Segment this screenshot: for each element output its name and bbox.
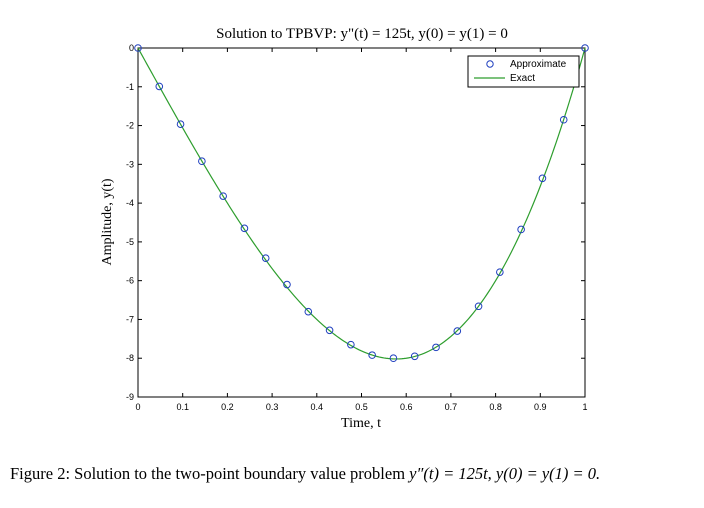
approximate-point: [474, 302, 483, 311]
approximate-point: [517, 225, 525, 234]
caption-text: Figure 2: Solution to the two-point boun…: [10, 464, 410, 483]
y-tick-label: -3: [126, 159, 134, 169]
approximate-point: [240, 224, 249, 233]
approximate-point: [261, 254, 270, 262]
exact-series: [137, 47, 586, 360]
y-tick-label: -2: [126, 121, 134, 131]
x-tick-label: 0.5: [355, 402, 368, 412]
axis-ticks: 0 0.1 0.2 0.3 0.4 0.5 0.6 0.7 0.8 0.9 1 0 -1 -2 -3 -4 -5…: [126, 43, 588, 412]
approximate-point: [368, 351, 376, 359]
plot-area-frame: [137, 47, 586, 398]
approximate-point: [325, 326, 334, 335]
approximate-point: [283, 280, 291, 289]
approximate-point: [496, 268, 504, 276]
approximate-point: [581, 44, 589, 52]
x-tick-label: 0.6: [400, 402, 413, 412]
y-tick-label: -4: [126, 198, 134, 208]
chart-title: Solution to TPBVP: y"(t) = 125t, y(0) = …: [216, 26, 508, 42]
x-tick-label: 0.2: [221, 402, 234, 412]
approximate-point: [432, 343, 440, 352]
approximate-point: [304, 307, 313, 316]
x-tick-label: 0.7: [445, 402, 458, 412]
approximate-point: [347, 340, 355, 349]
approximate-point: [389, 354, 398, 363]
y-tick-label: -8: [126, 353, 134, 363]
caption-equation: y″(t) = 125t, y(0) = y(1) = 0.: [409, 464, 601, 483]
x-tick-label: 0.1: [176, 402, 189, 412]
approximate-point: [176, 120, 185, 128]
x-axis-title: Time, t: [341, 416, 381, 431]
x-tick-label: 0: [135, 402, 140, 412]
approximate-point: [410, 352, 419, 361]
y-tick-label: 0: [129, 43, 134, 53]
x-tick-label: 0.3: [266, 402, 279, 412]
approximate-point: [134, 44, 142, 52]
x-tick-label: 0.8: [489, 402, 502, 412]
figure-caption: Figure 2: Solution to the two-point boun…: [10, 464, 700, 484]
y-tick-label: -5: [126, 237, 134, 247]
approximate-series: [134, 44, 589, 363]
legend-approximate-marker: [486, 60, 494, 68]
approximate-point: [155, 82, 164, 91]
approximate-point: [538, 174, 547, 183]
exact-line: [137, 47, 586, 360]
legend-approximate-label: Approximate: [510, 59, 567, 70]
approximate-point: [559, 115, 568, 124]
y-axis-title: Amplitude, y(t): [100, 178, 115, 265]
y-tick-label: -6: [126, 276, 134, 286]
approximate-point: [198, 157, 206, 166]
y-tick-label: -9: [126, 392, 134, 402]
legend-box: [467, 55, 580, 88]
y-tick-label: -1: [126, 82, 134, 92]
approximate-point: [453, 327, 462, 335]
y-tick-label: -7: [126, 314, 134, 324]
x-tick-label: 1: [582, 402, 587, 412]
approximate-point: [219, 192, 227, 200]
legend-exact-label: Exact: [510, 73, 535, 84]
x-tick-label: 0.9: [534, 402, 547, 412]
legend: Approximate Exact: [467, 55, 580, 88]
chart: Solution to TPBVP: y"(t) = 125t, y(0) = …: [100, 26, 589, 431]
x-tick-label: 0.4: [311, 402, 324, 412]
